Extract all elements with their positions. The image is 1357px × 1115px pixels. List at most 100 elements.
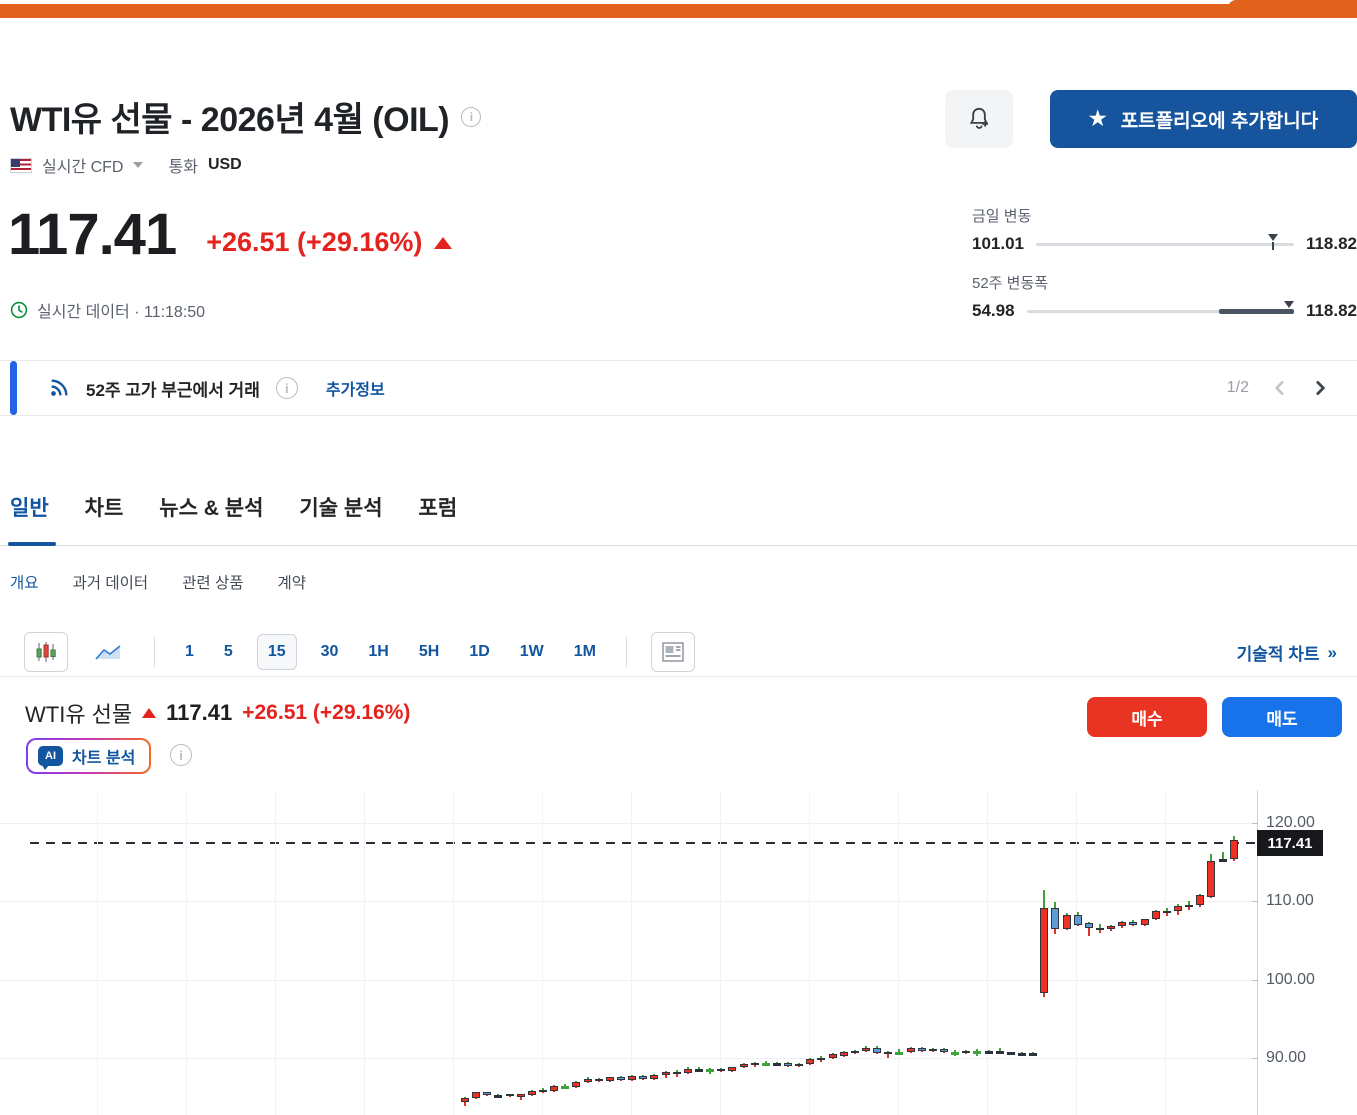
candle-body: [1107, 925, 1116, 929]
candle-body: [661, 1071, 670, 1076]
candle-wick-bottom: [1210, 896, 1213, 899]
candle-wick-bottom: [1154, 919, 1157, 921]
candle-wick-bottom: [686, 1072, 689, 1074]
tab-forum[interactable]: 포럼: [418, 497, 458, 520]
candle-wick-bottom: [1087, 927, 1090, 936]
banner-info-icon[interactable]: i: [275, 377, 298, 399]
banner-prev-button[interactable]: [1271, 379, 1289, 397]
grid-line-v: [97, 790, 98, 1115]
candle-wick-top: [1176, 904, 1179, 906]
market-type-dropdown[interactable]: 실시간 CFD: [42, 153, 143, 177]
sell-button[interactable]: 매도: [1222, 697, 1342, 737]
price-change-value: +26.51 (+29.16%): [206, 227, 423, 257]
candle-body: [505, 1094, 514, 1097]
subtab-contracts[interactable]: 계약: [277, 575, 307, 592]
candle-wick-top: [508, 1093, 511, 1095]
tab-technical-analysis[interactable]: 기술 분석: [299, 497, 383, 520]
title-info-icon[interactable]: i: [461, 106, 482, 127]
active-tab-underline: [8, 542, 56, 546]
candle-body: [895, 1052, 904, 1056]
tab-news-analysis[interactable]: 뉴스 & 분석: [159, 497, 264, 520]
candle-wick-top: [608, 1076, 611, 1078]
banner-more-link[interactable]: 추가정보: [325, 382, 385, 399]
candle-wick-bottom: [876, 1052, 879, 1054]
interval-1m[interactable]: 1M: [568, 635, 602, 669]
candle-wick-bottom: [475, 1097, 478, 1100]
interval-5h[interactable]: 5H: [413, 635, 445, 669]
candle-body: [1218, 859, 1227, 863]
create-alert-button[interactable]: [945, 90, 1013, 148]
candle-body: [806, 1058, 815, 1064]
candle-wick-bottom: [1165, 912, 1168, 917]
insight-banner: 52주 고가 부근에서 거래 i 추가정보 1/2: [0, 360, 1357, 416]
candle-body: [1084, 923, 1093, 928]
candle-body: [538, 1090, 547, 1092]
candle-body: [1018, 1052, 1026, 1056]
candle-wick-top: [831, 1053, 834, 1054]
buy-button[interactable]: 매수: [1087, 697, 1207, 737]
subtab-related-instruments[interactable]: 관련 상품: [182, 575, 244, 592]
candle-wick-top: [931, 1047, 934, 1049]
candle-wick-top: [731, 1066, 734, 1068]
daily-range-marker: [1268, 233, 1279, 241]
grid-line-v: [720, 790, 721, 1115]
candlestick-chart-icon[interactable]: [24, 632, 68, 672]
candle-wick-bottom: [1232, 859, 1235, 861]
candle-wick-top: [820, 1056, 823, 1059]
interval-1[interactable]: 1: [179, 635, 200, 669]
candle-body: [917, 1047, 926, 1052]
candle-wick-top: [987, 1050, 990, 1052]
candle-wick-bottom: [508, 1096, 511, 1098]
candle-wick-bottom: [920, 1051, 923, 1053]
candle-wick-top: [486, 1091, 489, 1093]
price-chart[interactable]: 117.41 120.00 110.00 100.00 90.00: [0, 790, 1357, 1115]
data-status-text: 실시간 데이터 · 11:18:50: [37, 304, 206, 321]
interval-5[interactable]: 5: [218, 635, 239, 669]
candle-body: [672, 1072, 681, 1075]
y-axis-label: 110.00: [1266, 892, 1314, 910]
candle-wick-top: [1188, 901, 1191, 906]
candle-wick-top: [798, 1062, 801, 1064]
candle-wick-bottom: [1143, 924, 1146, 926]
add-to-portfolio-label: 포트폴리오에 추가합니다: [1120, 110, 1319, 132]
news-layout-icon[interactable]: [651, 632, 695, 672]
candle-body: [639, 1075, 648, 1080]
market-type-label: 실시간 CFD: [42, 159, 124, 176]
interval-15[interactable]: 15: [256, 634, 297, 670]
instrument-meta-row: 실시간 CFD 통화 USD: [10, 153, 242, 177]
candle-wick-bottom: [831, 1058, 834, 1060]
ai-chart-analysis-chip[interactable]: AI 차트 분석: [26, 738, 152, 774]
candle-wick-top: [697, 1067, 700, 1069]
ai-chip-info-icon[interactable]: i: [170, 744, 192, 766]
candle-body: [973, 1050, 982, 1054]
candle-wick-bottom: [1188, 906, 1191, 910]
interval-1d[interactable]: 1D: [463, 635, 495, 669]
subtab-overview[interactable]: 개요: [10, 575, 39, 592]
interval-1w[interactable]: 1W: [514, 635, 550, 669]
add-to-portfolio-button[interactable]: ★ 포트폴리오에 추가합니다: [1050, 90, 1357, 148]
interval-30[interactable]: 30: [315, 635, 345, 669]
candle-body: [984, 1051, 993, 1055]
candle-body: [862, 1047, 871, 1051]
tab-general[interactable]: 일반: [10, 497, 49, 520]
candle-body: [873, 1047, 882, 1053]
candle-wick-bottom: [909, 1052, 912, 1054]
technical-chart-link[interactable]: 기술적 차트 »: [1237, 640, 1337, 665]
candle-wick-top: [853, 1049, 856, 1051]
candle-wick-bottom: [742, 1067, 745, 1069]
candle-body: [1129, 921, 1138, 925]
subtab-historical-data[interactable]: 과거 데이터: [72, 575, 149, 592]
candle-body: [1173, 905, 1182, 912]
interval-1h[interactable]: 1H: [362, 635, 394, 669]
candle-wick-bottom: [464, 1101, 466, 1107]
candle-body: [583, 1079, 592, 1083]
candle-body: [1073, 914, 1082, 925]
candle-body: [1118, 921, 1127, 926]
area-chart-icon[interactable]: [86, 632, 130, 672]
tab-chart[interactable]: 차트: [84, 497, 124, 520]
banner-text: 52주 고가 부근에서 거래: [86, 380, 260, 400]
chart-up-triangle-icon: [142, 708, 157, 718]
candle-wick-top: [575, 1081, 578, 1083]
week52-range-high: 118.82: [1305, 301, 1357, 320]
banner-next-button[interactable]: [1311, 379, 1329, 397]
